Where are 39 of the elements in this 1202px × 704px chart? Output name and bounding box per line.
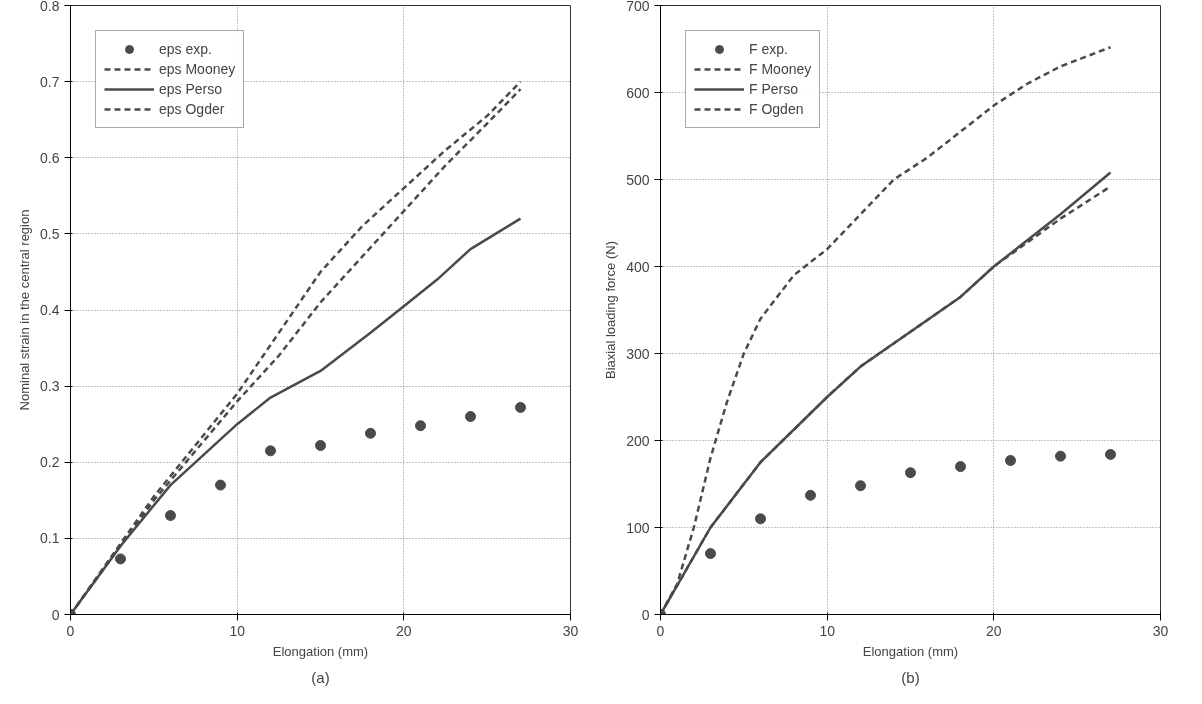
legend-label: eps Mooney	[159, 61, 236, 77]
y-tick-label: 200	[626, 432, 650, 449]
y-tick-label: 300	[626, 345, 650, 362]
x-tick-label: 20	[396, 622, 412, 639]
y-tick-label: 0.6	[40, 149, 60, 166]
y-tick-label: 400	[626, 258, 650, 275]
legend-label: F Perso	[749, 81, 799, 97]
x-tick-label: 0	[66, 622, 75, 639]
y-tick-label: 0.2	[40, 454, 60, 471]
legend-label: eps Ogder	[159, 101, 225, 117]
legend-label: F Ogden	[749, 101, 804, 117]
y-tick-label: 0.5	[40, 225, 60, 242]
x-tick-label: 20	[986, 622, 1002, 639]
x-tick-label: 10	[819, 622, 836, 639]
x-tick-label: 30	[562, 622, 579, 639]
x-tick-label: 0	[656, 622, 665, 639]
x-tick-label: 30	[1152, 622, 1169, 639]
y-tick-label: 600	[626, 84, 650, 101]
text: (a)	[311, 668, 330, 686]
y-tick-label: 0.1	[40, 530, 60, 547]
legend-label: eps Perso	[159, 81, 223, 97]
y-tick-label: 0	[51, 606, 60, 623]
y-tick-label: 500	[626, 171, 650, 188]
y-tick-label: 100	[626, 519, 650, 536]
legend-label: F exp.	[749, 41, 788, 57]
x-axis-title: Elongation (mm)	[272, 643, 369, 659]
y-tick-label: 0.4	[40, 302, 60, 318]
y-tick-label: 0	[641, 606, 650, 623]
legend-label: F Mooney	[749, 61, 812, 77]
y-tick-label: 0.8	[40, 0, 60, 14]
y-tick-label: 0.3	[40, 378, 60, 395]
text: (b)	[901, 668, 920, 686]
x-axis-title: Elongation (mm)	[862, 643, 959, 659]
legend-label: eps exp.	[159, 41, 212, 57]
y-axis-title: Nominal strain in the central region	[17, 209, 33, 411]
y-axis-title: Biaxial loading force (N)	[603, 240, 619, 379]
x-tick-label: 10	[229, 622, 246, 639]
y-tick-label: 700	[626, 0, 650, 14]
y-tick-label: 0.7	[40, 73, 60, 90]
